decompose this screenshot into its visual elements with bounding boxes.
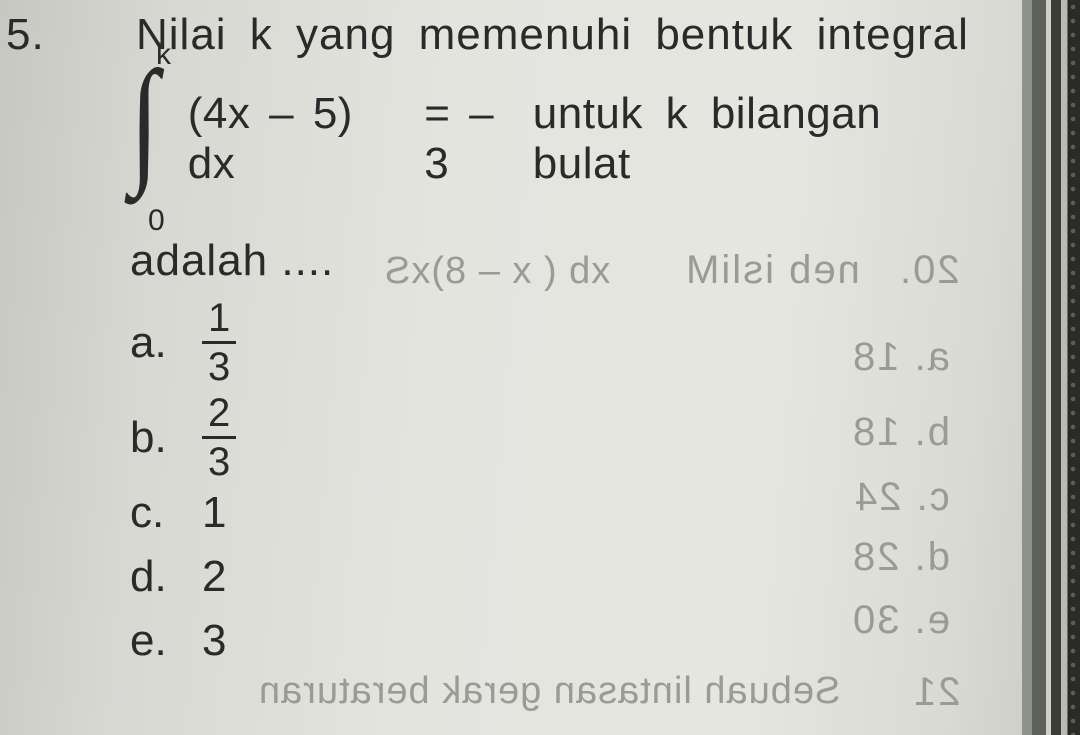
question-number: 5. xyxy=(0,10,136,60)
option-value: 2 3 xyxy=(202,393,236,482)
option-value: 1 3 xyxy=(202,298,236,387)
option-e: e. 3 xyxy=(130,616,1000,666)
equals: = –3 xyxy=(424,89,519,189)
option-a: a. 1 3 xyxy=(130,298,1000,387)
equation-tail: untuk k bilangan bulat xyxy=(533,89,1000,189)
integral-symbol: k ∫ 0 xyxy=(130,66,186,212)
integral-lower-limit: 0 xyxy=(148,204,165,238)
page-binding xyxy=(1022,0,1080,735)
option-value: 3 xyxy=(202,616,226,666)
option-d: d. 2 xyxy=(130,552,1000,602)
ghost-text: Sebuah lintasan gerak beraturan xyxy=(258,670,840,713)
integrand: (4x – 5) dx xyxy=(188,89,418,189)
option-letter: c. xyxy=(130,488,202,538)
option-c: c. 1 xyxy=(130,488,1000,538)
option-value: 1 xyxy=(202,488,226,538)
option-b: b. 2 3 xyxy=(130,393,1000,482)
question-line1: Nilai k yang memenuhi bentuk integral xyxy=(136,10,969,60)
ghost-text: 21 xyxy=(912,670,961,715)
option-letter: e. xyxy=(130,616,202,666)
options-list: a. 1 3 b. 2 3 c. 1 d. xyxy=(130,298,1000,666)
option-letter: b. xyxy=(130,413,202,463)
stem-tail: adalah .... xyxy=(130,236,1000,286)
page: 20. neb isliM xb ( x – 8)xS a. 18 b. 18 … xyxy=(0,0,1080,735)
option-letter: d. xyxy=(130,552,202,602)
equation-line: k ∫ 0 (4x – 5) dx = –3 untuk k bilangan … xyxy=(130,66,1000,212)
question-block: 5. Nilai k yang memenuhi bentuk integral… xyxy=(0,10,1000,672)
option-letter: a. xyxy=(130,318,202,368)
option-value: 2 xyxy=(202,552,226,602)
